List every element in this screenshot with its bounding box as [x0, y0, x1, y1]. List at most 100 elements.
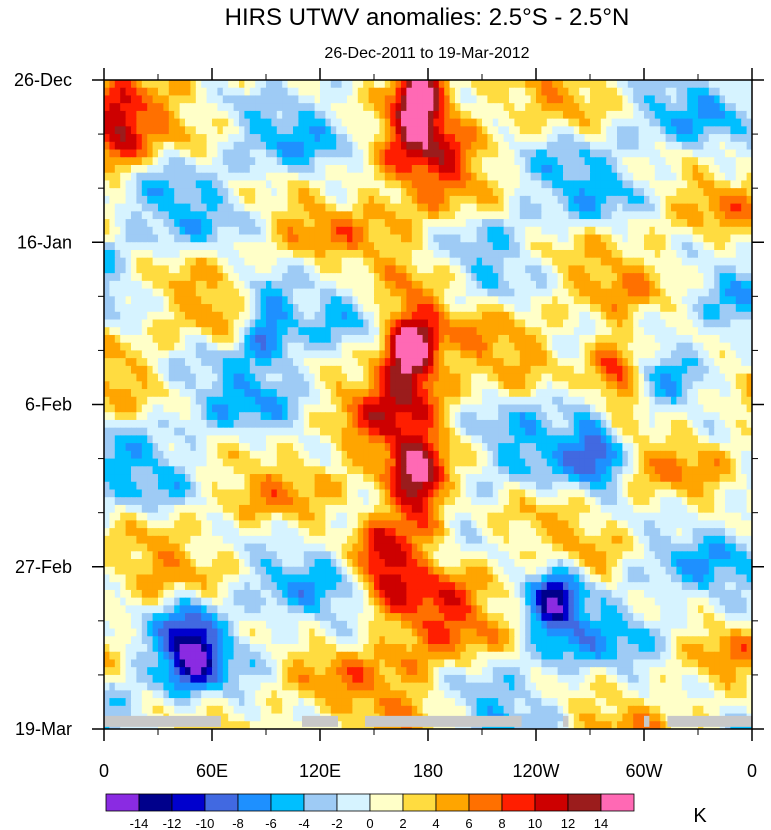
heatmap-cell: [131, 164, 137, 174]
heatmap-cell: [104, 195, 110, 205]
heatmap-cell: [617, 219, 623, 228]
heatmap-cell: [671, 141, 677, 151]
heatmap-cell: [233, 365, 240, 375]
heatmap-cell: [201, 157, 208, 166]
heatmap-cell: [411, 211, 418, 220]
heatmap-cell: [617, 134, 623, 143]
heatmap-cell: [271, 327, 278, 336]
heatmap-cell: [217, 334, 224, 344]
heatmap-cell: [449, 211, 456, 220]
heatmap-cell: [395, 242, 402, 251]
heatmap-cell: [260, 211, 267, 220]
heatmap-cell: [368, 157, 375, 166]
heatmap-cell: [147, 280, 154, 290]
heatmap-cell: [563, 296, 569, 305]
heatmap-cell: [309, 157, 316, 166]
heatmap-cell: [730, 381, 737, 390]
heatmap-cell: [174, 149, 181, 158]
heatmap-cell: [233, 234, 240, 243]
heatmap-cell: [282, 219, 289, 228]
heatmap-cell: [433, 304, 440, 313]
heatmap-cell: [233, 288, 240, 297]
heatmap-cell: [190, 149, 197, 158]
heatmap-cell: [185, 126, 191, 135]
heatmap-cell: [136, 203, 143, 212]
heatmap-cell: [606, 234, 613, 243]
heatmap-cell: [660, 273, 667, 282]
heatmap-cell: [201, 319, 208, 328]
heatmap-cell: [239, 319, 245, 328]
heatmap-cell: [158, 257, 164, 267]
heatmap-cell: [719, 118, 726, 127]
heatmap-cell: [660, 242, 667, 251]
heatmap-cell: [611, 381, 618, 390]
heatmap-cell: [465, 157, 472, 166]
heatmap-cell: [411, 327, 418, 336]
heatmap-cell: [654, 365, 661, 375]
heatmap-cell: [546, 172, 553, 182]
heatmap-cell: [244, 87, 251, 97]
heatmap-cell: [384, 373, 391, 382]
heatmap-cell: [428, 141, 434, 151]
heatmap-cell: [660, 157, 667, 166]
heatmap-cell: [649, 180, 656, 189]
heatmap-cell: [401, 373, 407, 382]
heatmap-cell: [239, 381, 245, 390]
heatmap-cell: [336, 80, 343, 89]
heatmap-cell: [708, 334, 715, 344]
heatmap-cell: [514, 389, 521, 398]
heatmap-cell: [201, 280, 208, 290]
heatmap-cell: [422, 203, 429, 212]
heatmap-cell: [644, 157, 650, 166]
heatmap-cell: [303, 134, 310, 143]
heatmap-cell: [179, 334, 186, 344]
heatmap-cell: [449, 334, 456, 344]
heatmap-cell: [260, 134, 267, 143]
heatmap-cell: [352, 365, 359, 375]
heatmap-cell: [168, 157, 175, 166]
heatmap-cell: [406, 226, 413, 236]
heatmap-cell: [649, 211, 656, 220]
heatmap-cell: [125, 296, 132, 305]
heatmap-cell: [503, 226, 510, 236]
heatmap-cell: [503, 103, 510, 112]
heatmap-cell: [746, 180, 752, 189]
heatmap-cell: [417, 110, 424, 120]
heatmap-cell: [379, 103, 386, 112]
heatmap-cell: [341, 311, 348, 321]
heatmap-cell: [568, 342, 575, 352]
heatmap-cell: [374, 365, 380, 375]
heatmap-cell: [660, 327, 667, 336]
heatmap-cell: [417, 265, 424, 274]
heatmap-cell: [195, 126, 202, 135]
heatmap-cell: [541, 180, 548, 189]
heatmap-cell: [109, 350, 116, 359]
heatmap-cell: [519, 103, 526, 112]
heatmap-cell: [719, 288, 726, 297]
heatmap-cell: [109, 164, 116, 174]
heatmap-cell: [401, 381, 407, 390]
heatmap-cell: [314, 188, 321, 197]
heatmap-cell: [206, 304, 213, 313]
heatmap-cell: [239, 296, 245, 305]
heatmap-cell: [347, 342, 353, 352]
heatmap-cell: [401, 118, 407, 127]
heatmap-cell: [498, 280, 505, 290]
heatmap-cell: [228, 389, 235, 398]
heatmap-cell: [357, 396, 364, 406]
heatmap-cell: [201, 219, 208, 228]
heatmap-cell: [152, 195, 159, 205]
heatmap-cell: [109, 126, 116, 135]
heatmap-cell: [266, 296, 272, 305]
heatmap-cell: [368, 242, 375, 251]
heatmap-cell: [509, 249, 515, 259]
heatmap-cell: [104, 304, 110, 313]
heatmap-cell: [174, 350, 181, 359]
heatmap-cell: [649, 103, 656, 112]
heatmap-cell: [136, 219, 143, 228]
heatmap-cell: [104, 334, 110, 344]
heatmap-cell: [687, 203, 694, 212]
heatmap-cell: [611, 288, 618, 297]
heatmap-cell: [730, 134, 737, 143]
heatmap-cell: [395, 211, 402, 220]
